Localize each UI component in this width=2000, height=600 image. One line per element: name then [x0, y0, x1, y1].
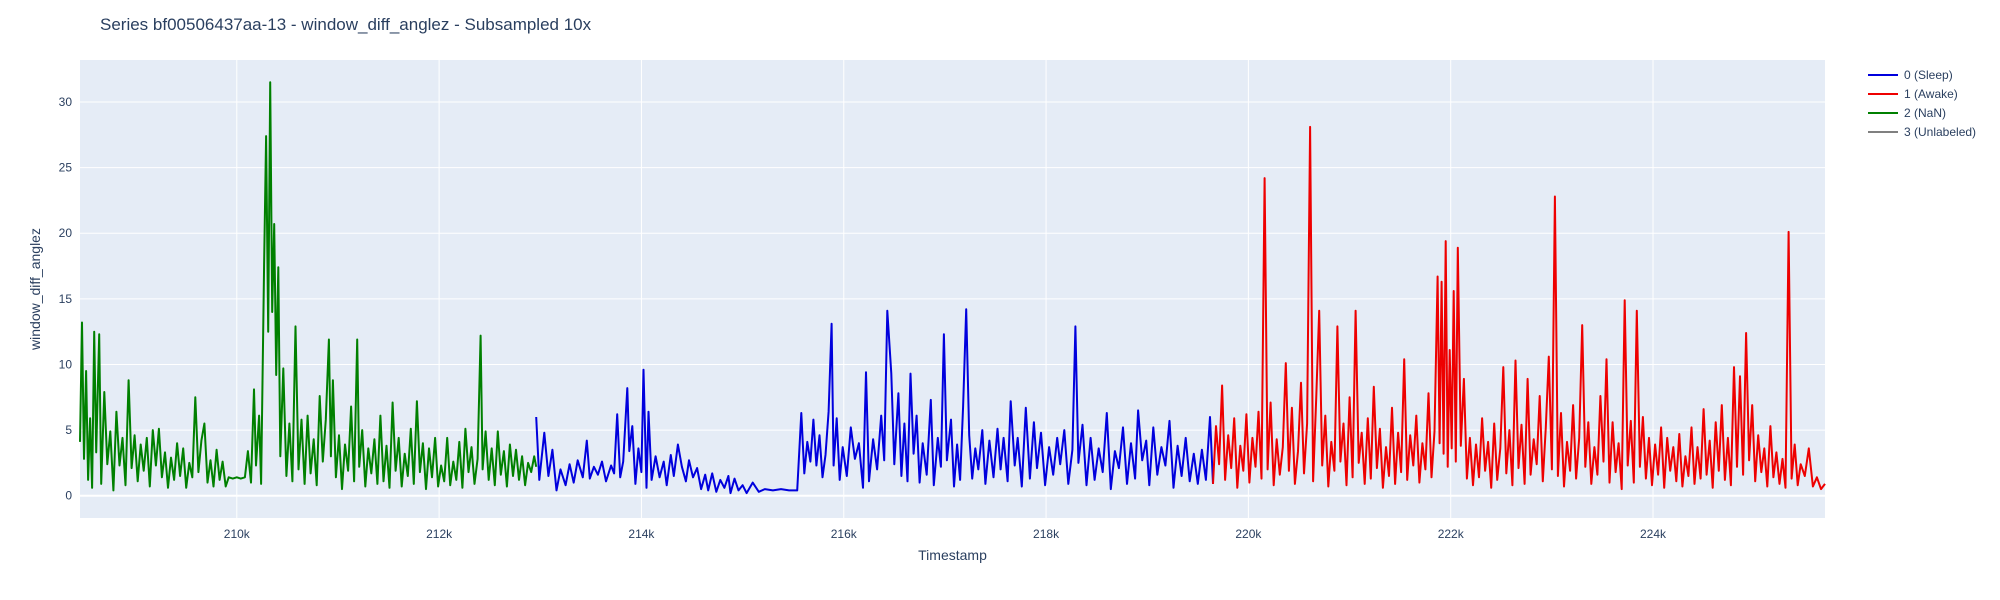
chart-title: Series bf00506437aa-13 - window_diff_ang… — [100, 15, 592, 34]
legend-item[interactable]: 0 (Sleep) — [1868, 68, 1953, 82]
legend-item[interactable]: 3 (Unlabeled) — [1868, 125, 1976, 139]
legend-item[interactable]: 1 (Awake) — [1868, 87, 1958, 101]
x-tick-label: 218k — [1033, 527, 1060, 541]
legend-label: 3 (Unlabeled) — [1904, 125, 1976, 139]
y-tick-label: 10 — [59, 357, 73, 371]
x-tick-label: 224k — [1640, 527, 1667, 541]
y-axis-title: window_diff_anglez — [27, 228, 43, 351]
series-layer — [79, 81, 1826, 495]
y-tick-label: 5 — [65, 423, 72, 437]
y-tick-label: 30 — [59, 95, 73, 109]
series-line-1[interactable] — [1212, 125, 1826, 491]
legend-item[interactable]: 2 (NaN) — [1868, 106, 1946, 120]
x-tick-label: 214k — [628, 527, 655, 541]
legend-label: 0 (Sleep) — [1904, 68, 1953, 82]
x-tick-label: 222k — [1438, 527, 1465, 541]
x-tick-label: 220k — [1235, 527, 1262, 541]
series-line-0[interactable] — [535, 308, 1214, 495]
x-tick-label: 216k — [831, 527, 858, 541]
grid — [80, 60, 1825, 518]
series-line-2[interactable] — [79, 81, 538, 492]
y-tick-label: 20 — [59, 226, 73, 240]
legend-label: 1 (Awake) — [1904, 87, 1958, 101]
x-axis-title: Timestamp — [918, 547, 987, 563]
legend[interactable]: 0 (Sleep) 1 (Awake) 2 (NaN) 3 (Unlabeled) — [1868, 68, 1976, 139]
axes: 210k 212k 214k 216k 218k 220k 222k 224k 0 5 10 15 20… — [59, 95, 1667, 541]
y-tick-label: 25 — [59, 161, 73, 175]
y-tick-label: 15 — [59, 292, 73, 306]
legend-label: 2 (NaN) — [1904, 106, 1946, 120]
x-tick-label: 212k — [426, 527, 453, 541]
y-tick-label: 0 — [65, 489, 72, 503]
x-tick-label: 210k — [224, 527, 251, 541]
